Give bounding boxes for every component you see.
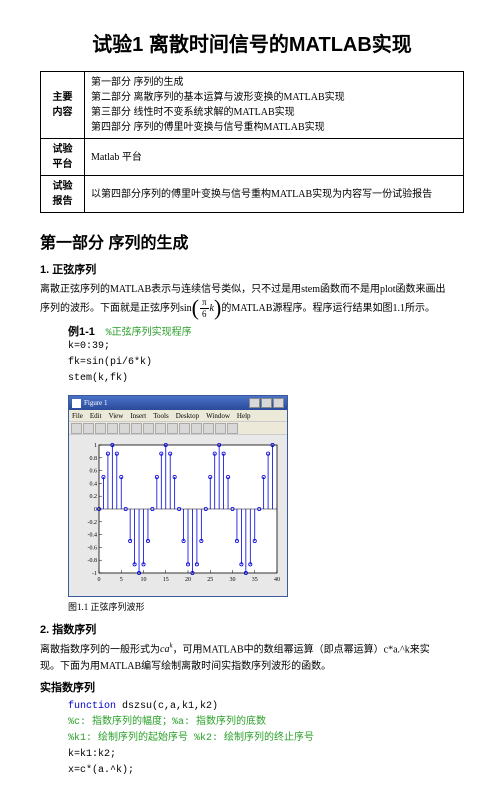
- svg-text:20: 20: [185, 577, 191, 583]
- figure-toolbar: [69, 421, 287, 435]
- toolbar-button[interactable]: [179, 423, 190, 434]
- code1-line1: k=0:39;: [68, 339, 464, 355]
- figure-title: Figure 1: [84, 399, 249, 407]
- code2-line2: %c: 指数序列的幅度；%a: 指数序列的底数: [68, 715, 464, 731]
- code2-line3: %k1: 绘制序列的起始序号 %k2: 绘制序列的终止序号: [68, 731, 464, 747]
- svg-text:35: 35: [252, 577, 258, 583]
- svg-text:-0.8: -0.8: [88, 558, 98, 564]
- code1-line2: fk=sin(pi/6*k): [68, 355, 464, 371]
- toolbar-button[interactable]: [83, 423, 94, 434]
- toolbar-button[interactable]: [71, 423, 82, 434]
- para2-line1: 离散指数序列的一般形式为cak，可用MATLAB中的数组幂运算（即点幂运算）c*…: [40, 641, 464, 658]
- example1-comment: %正弦序列实现程序: [106, 328, 192, 339]
- svg-text:0.8: 0.8: [90, 456, 98, 462]
- svg-text:25: 25: [207, 577, 213, 583]
- fraction: π6: [200, 298, 209, 319]
- svg-text:0.2: 0.2: [90, 494, 98, 500]
- maximize-button[interactable]: [261, 398, 272, 408]
- sub3-heading: 实指数序列: [40, 679, 464, 695]
- figure-menubar: File Edit View Insert Tools Desktop Window Help: [69, 410, 287, 421]
- para2a-pre: 离散指数序列的一般形式为: [40, 644, 160, 655]
- sub1-heading: 1. 正弦序列: [40, 261, 464, 277]
- svg-text:0.6: 0.6: [90, 469, 98, 475]
- menu-item[interactable]: File: [72, 412, 83, 420]
- para2-line2: 现。下面为用MATLAB编写绘制离散时间实指数序列波形的函数。: [40, 658, 464, 675]
- code1-line3: stem(k,fk): [68, 371, 464, 387]
- svg-text:-0.4: -0.4: [88, 533, 98, 539]
- svg-text:40: 40: [274, 577, 280, 583]
- toolbar-button[interactable]: [143, 423, 154, 434]
- menu-item[interactable]: Desktop: [176, 412, 199, 420]
- close-button[interactable]: [273, 398, 284, 408]
- para2a-formula: cak: [160, 644, 173, 655]
- toolbar-button[interactable]: [191, 423, 202, 434]
- toolbar-button[interactable]: [203, 423, 214, 434]
- meta-table: 主要 内容 第一部分 序列的生成 第二部分 离散序列的基本运算与波形变换的MAT…: [40, 71, 464, 213]
- page-title: 试验1 离散时间信号的MATLAB实现: [40, 28, 464, 57]
- toolbar-button[interactable]: [131, 423, 142, 434]
- code2-line4: k=k1:k2;: [68, 747, 464, 763]
- section1-heading: 第一部分 序列的生成: [40, 229, 464, 253]
- meta-label-platform: 试验 平台: [41, 139, 85, 176]
- figure1-caption: 图1.1 正弦序列波形: [68, 600, 464, 613]
- para1-line1: 离散正弦序列的MATLAB表示与连续信号类似，只不过是用stem函数而不是用pl…: [40, 281, 464, 298]
- figure1-wrap: Figure 1 File Edit View Insert Tools Desktop W…: [68, 395, 464, 597]
- toolbar-button[interactable]: [119, 423, 130, 434]
- svg-text:-0.6: -0.6: [88, 545, 98, 551]
- meta-body-platform: Matlab 平台: [85, 139, 464, 176]
- toolbar-button[interactable]: [167, 423, 178, 434]
- svg-text:0: 0: [98, 577, 101, 583]
- sub2-heading: 2. 指数序列: [40, 621, 464, 637]
- para1b-post: 的MATLAB源程序。程序运行结果如图1.1所示。: [221, 303, 435, 314]
- svg-text:1: 1: [94, 443, 97, 449]
- menu-item[interactable]: Help: [237, 412, 251, 420]
- figure-titlebar: Figure 1: [69, 396, 287, 410]
- meta-body-report: 以第四部分序列的傅里叶变换与信号重构MATLAB实现为内容写一份试验报告: [85, 176, 464, 213]
- example1-label: 例1-1: [68, 326, 95, 338]
- svg-text:-1: -1: [92, 571, 97, 577]
- para1-line2: 序列的波形。下面就是正弦序列sin(π6k)的MATLAB源程序。程序运行结果如…: [40, 298, 464, 319]
- figure-plot-area: -1-0.8-0.6-0.4-0.200.20.40.60.8105101520…: [69, 435, 287, 596]
- toolbar-button[interactable]: [227, 423, 238, 434]
- svg-text:0.4: 0.4: [90, 481, 98, 487]
- menu-item[interactable]: Tools: [153, 412, 168, 420]
- svg-text:0: 0: [94, 507, 97, 513]
- svg-text:-0.2: -0.2: [88, 520, 98, 526]
- toolbar-button[interactable]: [107, 423, 118, 434]
- toolbar-button[interactable]: [155, 423, 166, 434]
- para2a-mid: ，可用MATLAB中的数组幂运算（即点幂运算）c*a.^k来实: [173, 644, 430, 655]
- meta-label-content: 主要 内容: [41, 72, 85, 139]
- meta-label-report: 试验 报告: [41, 176, 85, 213]
- svg-text:30: 30: [230, 577, 236, 583]
- para1b-pre: 序列的波形。下面就是正弦序列sin: [40, 303, 192, 314]
- svg-text:15: 15: [163, 577, 169, 583]
- figure-icon: [72, 399, 81, 408]
- svg-text:10: 10: [141, 577, 147, 583]
- code2-line5: x=c*(a.^k);: [68, 763, 464, 779]
- minimize-button[interactable]: [249, 398, 260, 408]
- figure-window: Figure 1 File Edit View Insert Tools Desktop W…: [68, 395, 288, 597]
- menu-item[interactable]: Edit: [90, 412, 102, 420]
- toolbar-button[interactable]: [215, 423, 226, 434]
- meta-body-content: 第一部分 序列的生成 第二部分 离散序列的基本运算与波形变换的MATLAB实现 …: [85, 72, 464, 139]
- svg-text:5: 5: [120, 577, 123, 583]
- stem-plot-svg: -1-0.8-0.6-0.4-0.200.20.40.60.8105101520…: [73, 439, 283, 589]
- menu-item[interactable]: Insert: [130, 412, 146, 420]
- toolbar-button[interactable]: [95, 423, 106, 434]
- menu-item[interactable]: Window: [206, 412, 230, 420]
- menu-item[interactable]: View: [109, 412, 124, 420]
